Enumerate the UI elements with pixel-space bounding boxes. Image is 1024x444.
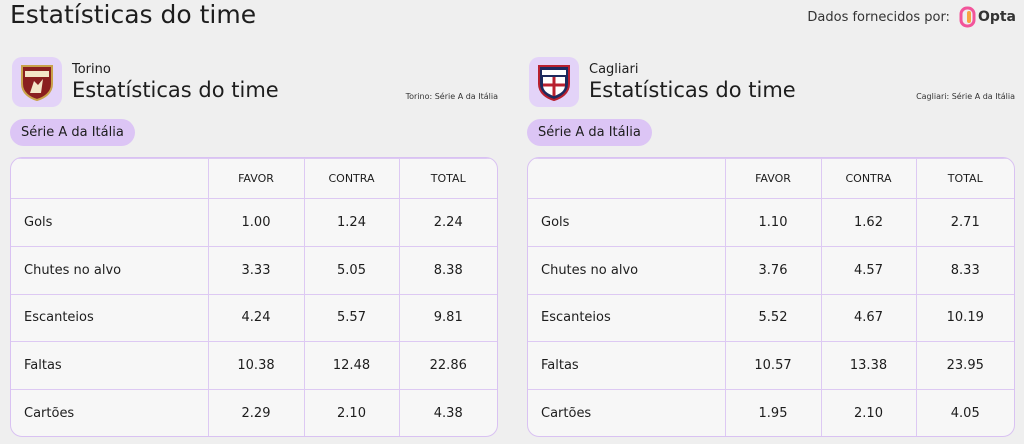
stat-value: 1.62 [820,198,917,247]
stat-value: 2.10 [820,389,917,436]
page-title: Estatísticas do time [10,0,257,29]
team-name: Torino [72,62,111,77]
provider-logo[interactable]: Opta [958,6,1016,28]
competition-note: Torino: Série A da Itália [405,92,498,101]
competition-chip[interactable]: Série A da Itália [10,119,135,146]
stat-value: 1.00 [207,198,305,247]
stat-value: 13.38 [820,341,917,390]
crest [21,65,53,101]
stat-value: 5.05 [303,245,400,295]
table-row: Gols 1.00 1.24 2.24 [11,198,497,247]
row-label: Faltas [11,341,209,390]
stat-value: 4.38 [398,389,497,436]
header-cell [11,158,209,199]
stat-value: 2.10 [303,389,400,436]
column-header: CONTRA [820,158,917,199]
row-label: Chutes no alvo [11,245,209,295]
competition-note: Cagliari: Série A da Itália [916,92,1015,101]
column-header: TOTAL [398,158,497,199]
table-row: Escanteios 4.24 5.57 9.81 [11,293,497,343]
table: FAVOR CONTRA TOTAL Gols 1.00 1.24 2.24 Chutes n… [11,158,497,436]
stat-value: 9.81 [398,293,497,343]
table-row: Chutes no alvo 3.76 4.57 8.33 [528,245,1014,295]
table-row: Faltas 10.38 12.48 22.86 [11,341,497,390]
row-label: Escanteios [528,293,726,343]
header-row: FAVOR CONTRA TOTAL [11,158,497,199]
team-logo [529,57,579,107]
stat-value: 4.67 [820,293,917,343]
table-row: Cartões 2.29 2.10 4.38 [11,389,497,436]
stat-value: 10.38 [207,341,305,390]
row-label: Gols [11,198,209,247]
competition-chip[interactable]: Série A da Itália [527,119,652,146]
stat-value: 12.48 [303,341,400,390]
stat-value: 1.10 [724,198,822,247]
table-row: Escanteios 5.52 4.67 10.19 [528,293,1014,343]
stat-value: 3.33 [207,245,305,295]
stat-value: 23.95 [915,341,1014,390]
row-label: Gols [528,198,726,247]
crest [538,65,570,101]
stat-value: 2.24 [398,198,497,247]
table: FAVOR CONTRA TOTAL Gols 1.10 1.62 2.71 Chutes n… [528,158,1014,436]
table-row: Cartões 1.95 2.10 4.05 [528,389,1014,436]
stat-value: 1.95 [724,389,822,436]
table-row: Gols 1.10 1.62 2.71 [528,198,1014,247]
stat-value: 4.24 [207,293,305,343]
provider: Dados fornecidos por: Opta [807,6,1016,28]
stat-value: 3.76 [724,245,822,295]
stats-table: FAVOR CONTRA TOTAL Gols 1.10 1.62 2.71 Chutes n… [527,157,1015,437]
provider-name: Opta [977,9,1016,25]
provider-label: Dados fornecidos por: [807,9,950,25]
row-label: Cartões [528,389,726,436]
team-name: Cagliari [589,62,639,77]
team-panel: Torino Estatísticas do time Torino: Séri… [10,56,498,438]
stat-value: 10.19 [915,293,1014,343]
stat-value: 2.29 [207,389,305,436]
stat-value: 8.38 [398,245,497,295]
column-header: FAVOR [207,158,305,199]
column-header: TOTAL [915,158,1014,199]
row-label: Chutes no alvo [528,245,726,295]
stat-value: 5.52 [724,293,822,343]
stat-value: 8.33 [915,245,1014,295]
header-cell [528,158,726,199]
column-header: CONTRA [303,158,400,199]
stat-value: 22.86 [398,341,497,390]
opta-icon [959,6,976,28]
row-label: Cartões [11,389,209,436]
team-panel: Cagliari Estatísticas do time Cagliari: … [527,56,1015,438]
table-row: Chutes no alvo 3.33 5.05 8.38 [11,245,497,295]
table-row: Faltas 10.57 13.38 23.95 [528,341,1014,390]
column-header: FAVOR [724,158,822,199]
team-logo [12,57,62,107]
stat-value: 5.57 [303,293,400,343]
stat-value: 10.57 [724,341,822,390]
panel-title: Estatísticas do time [589,78,796,102]
stat-value: 2.71 [915,198,1014,247]
panel-title: Estatísticas do time [72,78,279,102]
stat-value: 1.24 [303,198,400,247]
row-label: Escanteios [11,293,209,343]
row-label: Faltas [528,341,726,390]
stats-table: FAVOR CONTRA TOTAL Gols 1.00 1.24 2.24 Chutes n… [10,157,498,437]
stat-value: 4.57 [820,245,917,295]
stat-value: 4.05 [915,389,1014,436]
header-row: FAVOR CONTRA TOTAL [528,158,1014,199]
